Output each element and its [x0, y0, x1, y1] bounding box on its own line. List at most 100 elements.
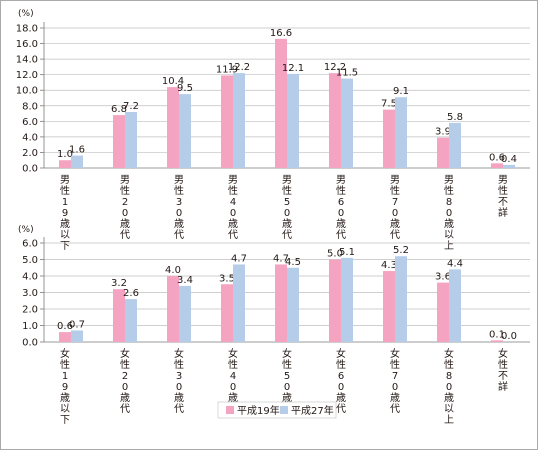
data-label: 4.7 — [231, 253, 247, 264]
bar — [383, 271, 395, 342]
data-label: 5.8 — [447, 112, 463, 123]
legend-swatch — [226, 406, 234, 414]
bar — [329, 259, 341, 342]
bar — [287, 73, 299, 168]
bar — [449, 122, 461, 168]
y-tick-label: 14.0 — [16, 55, 38, 66]
data-label: 4.4 — [447, 258, 463, 269]
x-category-label: 女性 2 0 歳代 — [120, 347, 130, 415]
data-label: 0.4 — [501, 154, 517, 165]
data-label: 7.2 — [123, 101, 139, 112]
y-tick-label: 1.0 — [22, 321, 38, 332]
x-category-label: 男性 2 0 歳代 — [120, 174, 130, 241]
legend-box — [217, 401, 337, 419]
x-category-label: 女性 8 0 歳以上 — [444, 347, 454, 426]
x-category-label: 女性 7 0 歳代 — [390, 347, 400, 415]
bar — [449, 269, 461, 342]
y-tick-label: 0.0 — [22, 164, 38, 175]
y-tick-label: 2.0 — [22, 305, 38, 316]
data-label: 5.0 — [327, 249, 343, 260]
y-unit-label: (%) — [18, 225, 34, 235]
bar — [329, 73, 341, 168]
bar — [59, 332, 71, 342]
x-category-label: 男性 1 9 歳以下 — [60, 174, 70, 252]
x-category-label: 女性不詳 — [498, 347, 508, 393]
y-tick-label: 8.0 — [22, 101, 38, 112]
data-label: 11.5 — [336, 68, 358, 79]
bar — [503, 164, 515, 168]
x-category-label: 男性 7 0 歳代 — [390, 174, 400, 241]
data-label: 4.3 — [381, 260, 397, 271]
y-tick-label: 4.0 — [22, 132, 38, 143]
bar — [113, 115, 125, 168]
data-label: 0.1 — [489, 329, 505, 340]
data-label: 12.1 — [282, 63, 304, 74]
x-category-label: 男性不詳 — [498, 174, 508, 219]
x-category-label: 男性 5 0 歳代 — [282, 174, 292, 241]
data-label: 4.0 — [165, 265, 181, 276]
data-label: 0.0 — [501, 331, 517, 342]
bar — [179, 285, 191, 342]
data-label: 7.5 — [381, 99, 397, 110]
data-label: 0.7 — [69, 319, 85, 330]
bar — [287, 267, 299, 342]
bar — [395, 256, 407, 342]
data-label: 2.6 — [123, 288, 139, 299]
bar — [125, 299, 137, 342]
data-label: 10.4 — [162, 76, 184, 87]
y-tick-label: 5.0 — [22, 255, 38, 266]
y-tick-label: 6.0 — [22, 239, 38, 250]
y-tick-label: 12.0 — [16, 70, 38, 81]
bar — [71, 155, 83, 168]
y-tick-label: 18.0 — [16, 24, 38, 35]
data-label: 4.7 — [273, 253, 289, 264]
bar — [221, 284, 233, 342]
y-tick-label: 2.0 — [22, 148, 38, 159]
data-label: 0.6 — [489, 152, 505, 163]
data-label: 3.6 — [435, 272, 451, 283]
x-category-label: 男性 4 0 歳代 — [228, 174, 238, 241]
data-label: 3.5 — [219, 273, 235, 284]
bar — [437, 137, 449, 168]
data-label: 4.5 — [285, 257, 301, 268]
bar — [341, 78, 353, 168]
data-label: 3.2 — [111, 278, 127, 289]
data-label: 6.8 — [111, 104, 127, 115]
bar — [167, 87, 179, 168]
data-label: 1.0 — [57, 149, 73, 160]
bar — [179, 94, 191, 168]
bar — [491, 163, 503, 168]
y-tick-label: 4.0 — [22, 272, 38, 283]
legend-label: 平成27年 — [291, 404, 334, 417]
bar — [233, 73, 245, 168]
data-label: 1.6 — [69, 145, 85, 156]
bar — [125, 112, 137, 168]
x-category-label: 女性 1 9 歳以下 — [60, 347, 70, 426]
bar — [275, 38, 287, 169]
bar — [59, 160, 71, 168]
data-label: 12.2 — [324, 62, 346, 73]
data-label: 16.6 — [270, 28, 292, 39]
bar — [491, 340, 503, 342]
data-label: 11.9 — [216, 64, 238, 75]
legend-label: 平成19年 — [237, 404, 280, 417]
x-category-label: 男性 6 0 歳代 — [336, 174, 346, 241]
data-label: 9.1 — [393, 86, 409, 97]
y-tick-label: 10.0 — [16, 86, 38, 97]
bar — [437, 282, 449, 342]
y-unit-label: (%) — [18, 9, 34, 19]
data-label: 5.2 — [393, 245, 409, 256]
x-category-label: 男性 8 0 歳以上 — [444, 174, 454, 252]
y-tick-label: 0.0 — [22, 338, 38, 349]
x-category-label: 女性 3 0 歳代 — [174, 347, 184, 415]
y-tick-label: 3.0 — [22, 288, 38, 299]
data-label: 3.9 — [435, 127, 451, 138]
x-category-label: 男性 3 0 歳代 — [174, 174, 184, 241]
y-tick-label: 16.0 — [16, 39, 38, 50]
legend-swatch — [280, 406, 288, 414]
data-label: 5.1 — [339, 247, 355, 258]
data-label: 0.6 — [57, 321, 73, 332]
